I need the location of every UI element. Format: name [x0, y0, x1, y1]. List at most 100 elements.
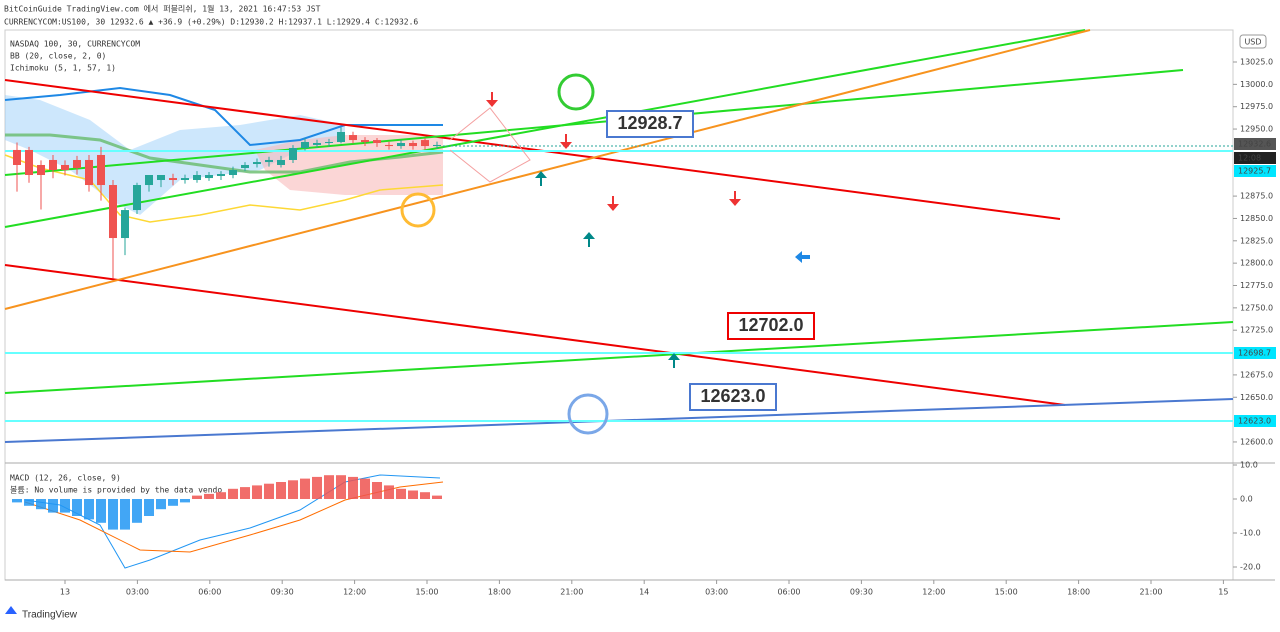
time-label: 21:00 [560, 588, 583, 597]
price-label: 12850.0 [1240, 214, 1273, 223]
time-label: 15:00 [415, 588, 438, 597]
macd-bar [144, 499, 154, 516]
price-label: 12675.0 [1240, 370, 1273, 379]
currency-box [1239, 34, 1267, 49]
price-badge [1234, 347, 1276, 359]
macd-bar [408, 490, 418, 499]
price-label: 12775.0 [1240, 281, 1273, 290]
candle-body [349, 135, 357, 141]
price-label: 12800.0 [1240, 259, 1273, 268]
candle-body [49, 159, 57, 170]
macd-bar [48, 499, 58, 513]
trend-line [4, 79, 1061, 220]
time-label: 03:00 [705, 588, 728, 597]
candle-body [409, 142, 417, 147]
macd-tick-label: -10.0 [1240, 529, 1261, 538]
candle-body [421, 140, 429, 147]
candle-body [109, 185, 117, 239]
candle-body [241, 164, 249, 169]
time-label: 15 [1218, 588, 1228, 597]
footer: TradingView [22, 610, 78, 621]
quote: CURRENCYCOM:US100, 30 12932.6 ▲ +36.9 (+… [4, 18, 418, 27]
callout: 12928.7 [617, 113, 682, 133]
price-badge-label: 12623.0 [1238, 417, 1271, 426]
time-label: 09:30 [271, 588, 294, 597]
macd-bar [132, 499, 142, 523]
price-label: 12950.0 [1240, 125, 1273, 134]
time-label: 15:00 [995, 588, 1018, 597]
candle-body [25, 149, 33, 176]
arrow-left [795, 251, 810, 263]
tv-logo [5, 606, 17, 614]
time-label: 14 [639, 588, 649, 597]
price-badge [1234, 152, 1276, 164]
candle-body [181, 178, 189, 181]
macd-bar [288, 480, 298, 499]
publisher: BitCoinGuide TradingView.com 에서 퍼블리쉬, 1월… [4, 4, 321, 14]
candle-body [97, 154, 105, 186]
macd-bar [360, 478, 370, 499]
macd-bar [192, 495, 202, 499]
macd-bar [252, 485, 262, 499]
trend-line [4, 29, 1086, 228]
candle-body [265, 159, 273, 163]
trend-line [4, 69, 1184, 176]
macd-bar [276, 482, 286, 499]
macd-bar [96, 499, 106, 523]
macd-bar [72, 499, 82, 516]
candle-body [397, 142, 405, 147]
candle-body [385, 144, 393, 147]
time-label: 06:00 [777, 588, 800, 597]
price-badge [1234, 138, 1276, 150]
macd-bar [36, 499, 46, 510]
macd-bar [84, 499, 94, 520]
bb-lower [4, 154, 444, 223]
candle-body [133, 185, 141, 211]
macd-bar [240, 487, 250, 499]
price-label: 12750.0 [1240, 303, 1273, 312]
candle-body [253, 162, 261, 165]
emoji [567, 393, 609, 435]
price-label: 13000.0 [1240, 80, 1273, 89]
candle-body [361, 140, 369, 143]
legend: BB (20, close, 2, 0) [10, 52, 106, 61]
time-label: 12:00 [343, 588, 366, 597]
candle-body [193, 175, 201, 181]
macd-tick-label: -20.0 [1240, 563, 1261, 572]
trend-line [4, 29, 1091, 310]
macd-bar [228, 488, 238, 499]
callout-box [727, 312, 815, 340]
price-label: 12650.0 [1240, 393, 1273, 402]
time-label: 12:00 [922, 588, 945, 597]
price-badge-label: 12:08 [1238, 154, 1261, 163]
macd-bar [300, 478, 310, 499]
macd-bar [432, 495, 442, 499]
candle-body [433, 144, 441, 147]
candle-body [325, 142, 333, 144]
trend-line [4, 321, 1234, 394]
price-badge-label: 12698.7 [1238, 349, 1271, 358]
candle-body [217, 174, 225, 176]
legend: NASDAQ 100, 30, CURRENCYCOM [10, 40, 140, 49]
macd-bar [264, 483, 274, 499]
macd-bar [204, 493, 214, 499]
candle-body [157, 175, 165, 181]
macd-bar [108, 499, 118, 530]
candle-body [37, 164, 45, 176]
time-label: 18:00 [1067, 588, 1090, 597]
macd-bar [120, 499, 130, 530]
price-label: 12875.0 [1240, 192, 1273, 201]
macd-bar [312, 476, 322, 499]
candle-body [313, 142, 321, 145]
price-badge-label: 12932.6 [1238, 140, 1271, 149]
candle-body [205, 175, 213, 179]
macd-bar [180, 499, 190, 503]
macd-bar [348, 476, 358, 499]
candle-body [289, 148, 297, 160]
macd-bar [24, 499, 34, 506]
projection [449, 107, 531, 183]
price-label: 12975.0 [1240, 102, 1273, 111]
candle-body [277, 159, 285, 165]
time-label: 21:00 [1139, 588, 1162, 597]
